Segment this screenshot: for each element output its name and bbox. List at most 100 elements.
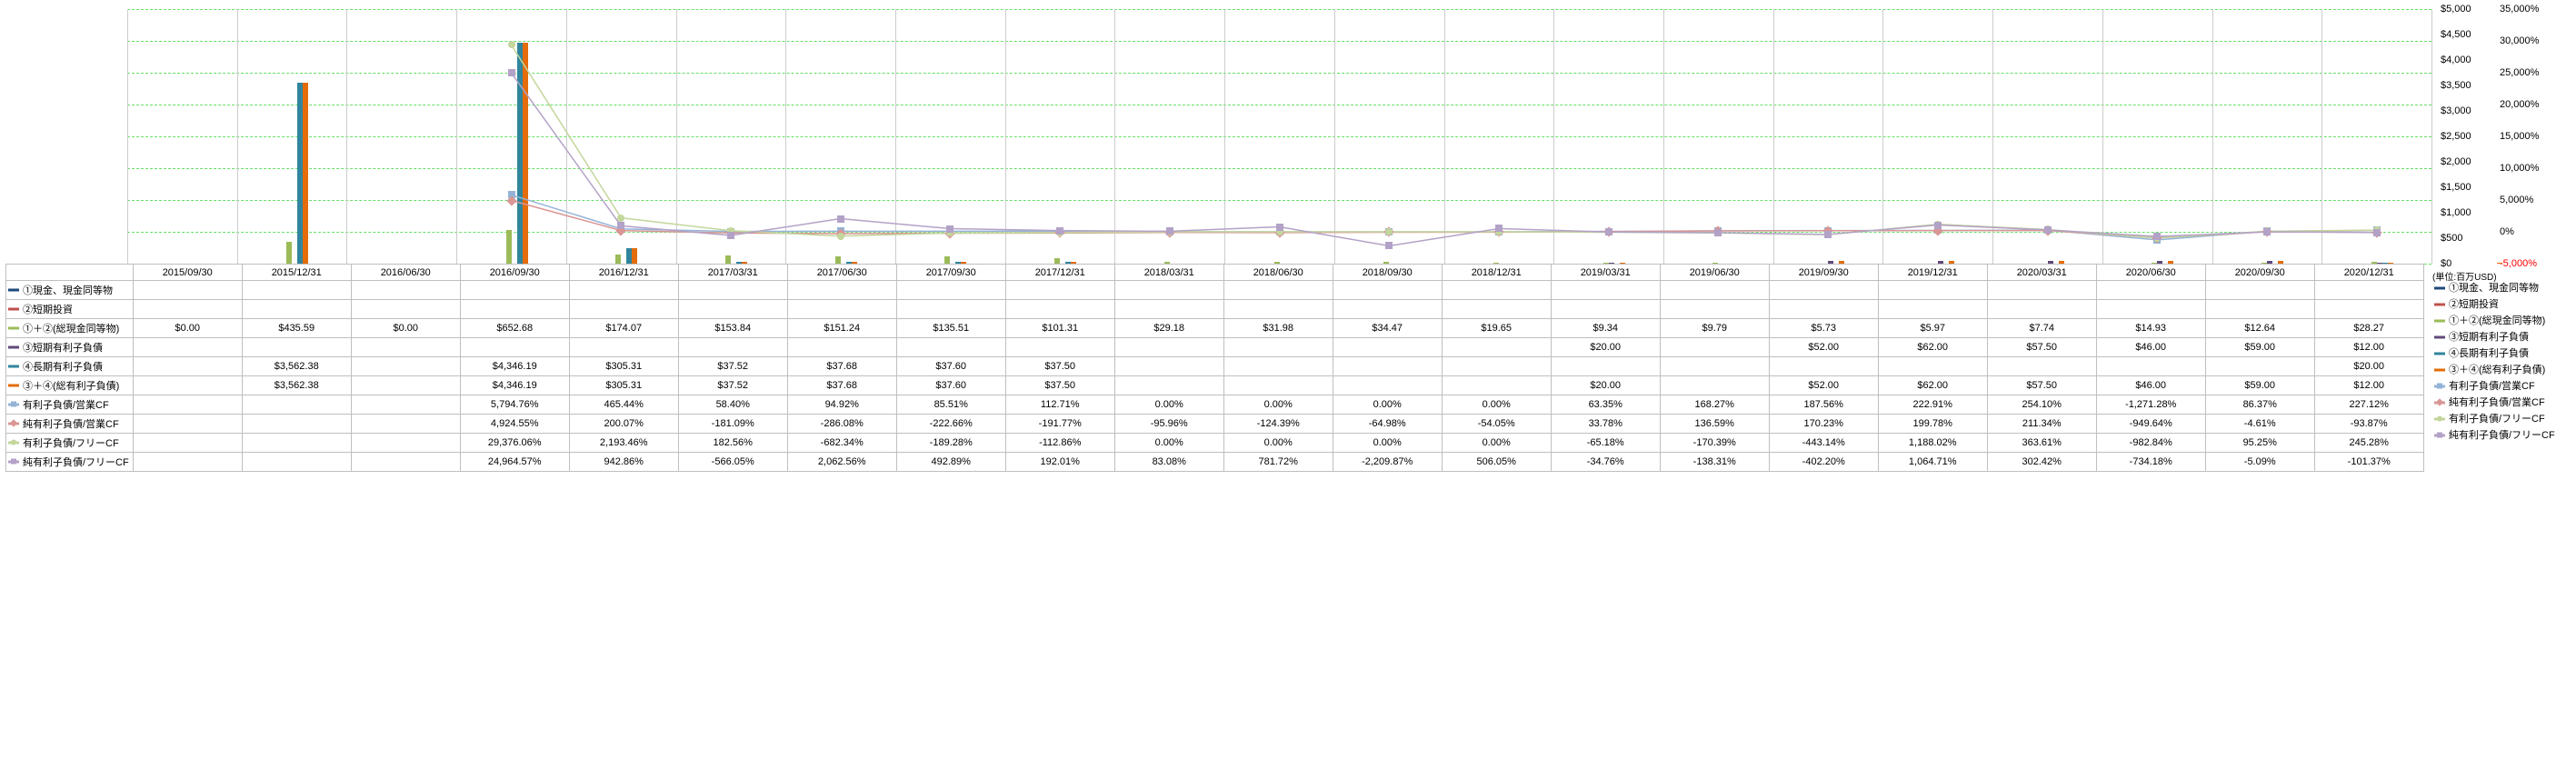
series-label: ①＋②(総現金同等物): [6, 319, 134, 338]
marker-s10: [727, 232, 734, 239]
data-cell: -4.61%: [2205, 415, 2314, 434]
bar-s6: [2497, 263, 2502, 264]
category-header: 2016/09/30: [460, 265, 569, 281]
data-cell: [1223, 281, 1333, 300]
marker-s10: [1166, 227, 1173, 235]
data-cell: [460, 281, 569, 300]
data-cell: [2205, 300, 2314, 319]
data-cell: [1660, 338, 1769, 357]
marker-s10: [1605, 228, 1612, 235]
legend-item: ②短期投資: [2432, 296, 2555, 313]
data-cell: 781.72%: [1223, 453, 1333, 472]
data-cell: $59.00: [2205, 376, 2314, 395]
left-axis-tick: $4,500: [2441, 29, 2471, 40]
data-cell: [1660, 281, 1769, 300]
data-cell: [2096, 300, 2205, 319]
data-cell: [351, 281, 460, 300]
data-cell: 942.86%: [569, 453, 678, 472]
data-cell: -5.09%: [2205, 453, 2314, 472]
data-cell: [1223, 300, 1333, 319]
category-header: 2018/03/31: [1114, 265, 1223, 281]
data-cell: 58.40%: [678, 395, 787, 415]
data-cell: $305.31: [569, 376, 678, 395]
marker-s10: [508, 69, 515, 76]
legend-item: ①現金、現金同等物: [2432, 280, 2555, 296]
marker-s9: [1385, 228, 1393, 235]
data-cell: [133, 434, 242, 453]
data-cell: 1,188.02%: [1878, 434, 1987, 453]
data-cell: 94.92%: [787, 395, 896, 415]
data-cell: $31.98: [1223, 319, 1333, 338]
left-axis-tick: $1,500: [2441, 182, 2471, 193]
left-axis-tick: $3,500: [2441, 80, 2471, 91]
category-header: 2019/12/31: [1878, 265, 1987, 281]
data-cell: [351, 357, 460, 376]
legend-item: ①＋②(総現金同等物): [2432, 313, 2555, 329]
data-cell: $52.00: [1769, 338, 1878, 357]
bar-s3: [835, 256, 841, 264]
data-cell: -101.37%: [2314, 453, 2423, 472]
data-cell: -64.98%: [1333, 415, 1442, 434]
data-cell: [1551, 357, 1660, 376]
data-cell: 5,794.76%: [460, 395, 569, 415]
data-cell: $37.60: [896, 376, 1005, 395]
right-axis-tick: 35,000%: [2500, 4, 2539, 15]
series-label: ③短期有利子負債: [6, 338, 134, 357]
data-cell: [242, 453, 351, 472]
left-axis-tick: $500: [2441, 233, 2462, 244]
data-cell: $28.27: [2314, 319, 2423, 338]
data-cell: -95.96%: [1114, 415, 1223, 434]
data-cell: $4,346.19: [460, 357, 569, 376]
data-cell: $5.97: [1878, 319, 1987, 338]
marker-s9: [508, 41, 515, 48]
data-cell: [242, 300, 351, 319]
data-cell: [242, 395, 351, 415]
data-cell: $46.00: [2096, 338, 2205, 357]
category-header: 2018/09/30: [1333, 265, 1442, 281]
data-cell: 0.00%: [1114, 434, 1223, 453]
legend-item: ④長期有利子負債: [2432, 345, 2555, 362]
data-cell: 83.08%: [1114, 453, 1223, 472]
right-axis-tick: 0%: [2500, 226, 2514, 237]
data-cell: -2,209.87%: [1333, 453, 1442, 472]
marker-s10: [1495, 225, 1503, 232]
data-cell: -65.18%: [1551, 434, 1660, 453]
data-cell: [2096, 281, 2205, 300]
data-cell: -124.39%: [1223, 415, 1333, 434]
data-cell: [1114, 376, 1223, 395]
left-axis-tick: $0: [2441, 258, 2451, 269]
data-cell: [1660, 300, 1769, 319]
data-cell: [1878, 281, 1987, 300]
data-cell: [1333, 338, 1442, 357]
data-cell: 33.78%: [1551, 415, 1660, 434]
data-cell: -286.08%: [787, 415, 896, 434]
data-cell: [351, 338, 460, 357]
marker-s10: [2373, 229, 2381, 236]
data-cell: 363.61%: [1987, 434, 2096, 453]
data-cell: 170.23%: [1769, 415, 1878, 434]
data-cell: [1442, 357, 1551, 376]
data-cell: [351, 434, 460, 453]
right-axis-tick: 15,000%: [2500, 131, 2539, 142]
data-cell: $174.07: [569, 319, 678, 338]
data-cell: [1005, 338, 1114, 357]
bar-s3: [725, 255, 731, 264]
data-cell: -443.14%: [1769, 434, 1878, 453]
left-axis-tick: $1,000: [2441, 207, 2471, 218]
data-cell: 63.35%: [1551, 395, 1660, 415]
bar-s6: [632, 248, 637, 264]
data-cell: 200.07%: [569, 415, 678, 434]
data-cell: [1660, 357, 1769, 376]
category-header: 2018/06/30: [1223, 265, 1333, 281]
data-cell: -138.31%: [1660, 453, 1769, 472]
data-cell: [2205, 357, 2314, 376]
data-cell: [678, 300, 787, 319]
data-cell: 95.25%: [2205, 434, 2314, 453]
data-cell: $37.50: [1005, 376, 1114, 395]
data-cell: [1769, 357, 1878, 376]
data-cell: [1223, 338, 1333, 357]
legend-item: 純有利子負債/フリーCF: [2432, 427, 2555, 444]
data-cell: -1,271.28%: [2096, 395, 2205, 415]
bar-s3: [944, 256, 950, 264]
data-cell: -191.77%: [1005, 415, 1114, 434]
